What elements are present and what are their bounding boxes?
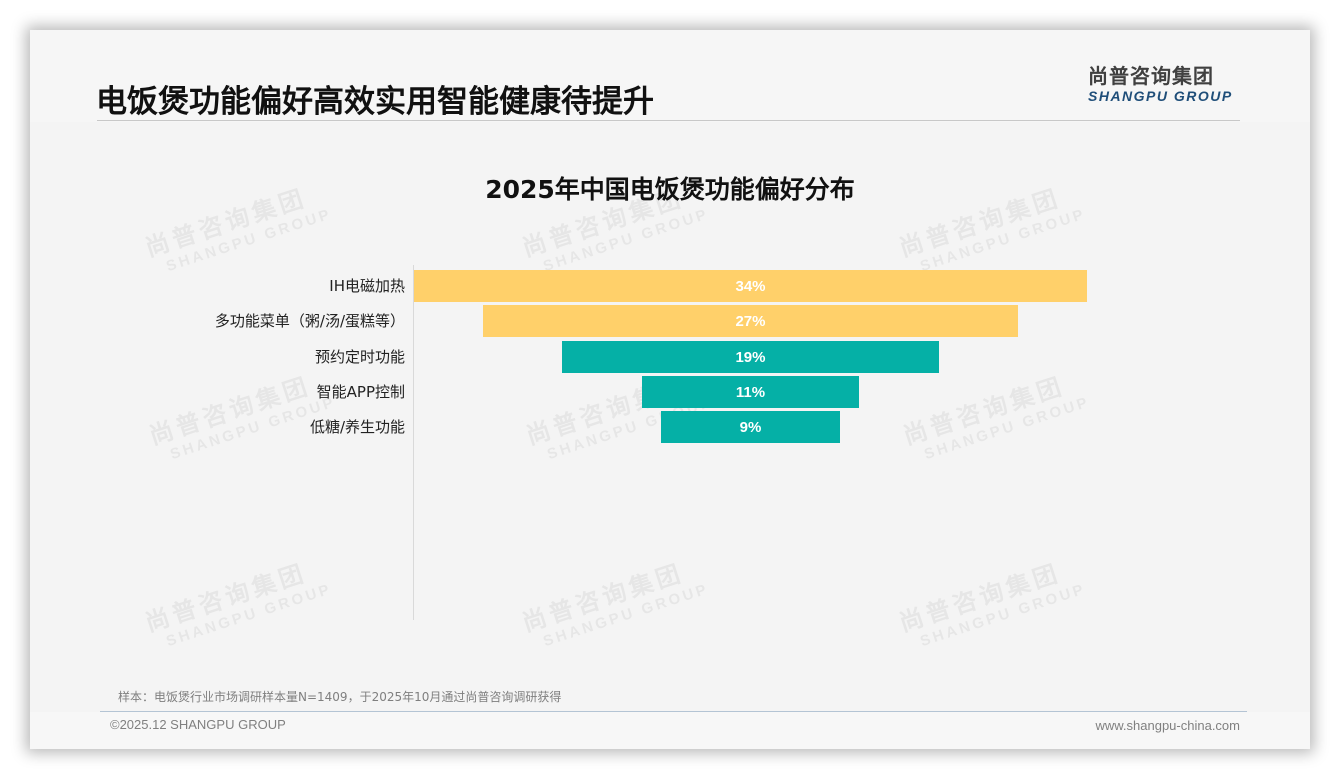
funnel-bar: 9% bbox=[661, 411, 840, 443]
bar-value-label: 11% bbox=[735, 383, 766, 401]
funnel-bar: 11% bbox=[641, 376, 860, 408]
logo-en: SHANGPU GROUP bbox=[1088, 88, 1233, 104]
watermark-cn: 尚普咨询集团 bbox=[518, 558, 688, 638]
watermark-en: SHANGPU GROUP bbox=[918, 205, 1089, 276]
watermark-en: SHANGPU GROUP bbox=[164, 580, 335, 651]
watermark: 尚普咨询集团 SHANGPU GROUP bbox=[898, 360, 1092, 467]
watermark-en: SHANGPU GROUP bbox=[541, 205, 712, 276]
watermark-cn: 尚普咨询集团 bbox=[899, 371, 1069, 451]
bar-value-label: 9% bbox=[739, 418, 762, 436]
watermark-cn: 尚普咨询集团 bbox=[141, 558, 311, 638]
watermark: 尚普咨询集团 SHANGPU GROUP bbox=[894, 547, 1088, 654]
watermark-en: SHANGPU GROUP bbox=[922, 393, 1093, 464]
watermark-en: SHANGPU GROUP bbox=[541, 580, 712, 651]
logo-cn: 尚普咨询集团 bbox=[1088, 64, 1214, 88]
bar-value-label: 27% bbox=[735, 312, 766, 330]
watermark-en: SHANGPU GROUP bbox=[164, 205, 335, 276]
chart-title: 2025年中国电饭煲功能偏好分布 bbox=[485, 175, 855, 204]
bar-value-label: 34% bbox=[735, 277, 766, 295]
bar-value-label: 19% bbox=[735, 348, 766, 366]
copyright: ©2025.12 SHANGPU GROUP bbox=[110, 717, 286, 732]
header-divider bbox=[97, 120, 1240, 121]
funnel-bar: 34% bbox=[414, 270, 1087, 302]
category-label: 智能APP控制 bbox=[316, 383, 405, 401]
watermark: 尚普咨询集团 SHANGPU GROUP bbox=[140, 547, 334, 654]
slide: 尚普咨询集团 SHANGPU GROUP 尚普咨询集团 SHANGPU GROU… bbox=[30, 30, 1310, 749]
category-label: 预约定时功能 bbox=[314, 348, 405, 366]
sample-note: 样本：电饭煲行业市场调研样本量N=1409，于2025年10月通过尚普咨询调研获… bbox=[118, 690, 562, 704]
website-link[interactable]: www.shangpu-china.com bbox=[1095, 718, 1240, 733]
category-label: 多功能菜单（粥/汤/蛋糕等） bbox=[214, 312, 405, 330]
page-title: 电饭煲功能偏好高效实用智能健康待提升 bbox=[96, 84, 654, 120]
header-band bbox=[30, 30, 1310, 122]
watermark-cn: 尚普咨询集团 bbox=[145, 371, 315, 451]
watermark-cn: 尚普咨询集团 bbox=[895, 558, 1065, 638]
watermark-en: SHANGPU GROUP bbox=[918, 580, 1089, 651]
footer-divider bbox=[100, 711, 1247, 712]
company-logo: 尚普咨询集团 SHANGPU GROUP bbox=[1088, 64, 1248, 104]
category-axis-line bbox=[413, 265, 414, 620]
funnel-bar: 19% bbox=[562, 341, 939, 373]
watermark: 尚普咨询集团 SHANGPU GROUP bbox=[517, 547, 711, 654]
footer-band bbox=[30, 712, 1310, 749]
category-label: IH电磁加热 bbox=[329, 277, 405, 295]
funnel-bar: 27% bbox=[483, 305, 1018, 337]
category-label: 低糖/养生功能 bbox=[309, 418, 405, 436]
